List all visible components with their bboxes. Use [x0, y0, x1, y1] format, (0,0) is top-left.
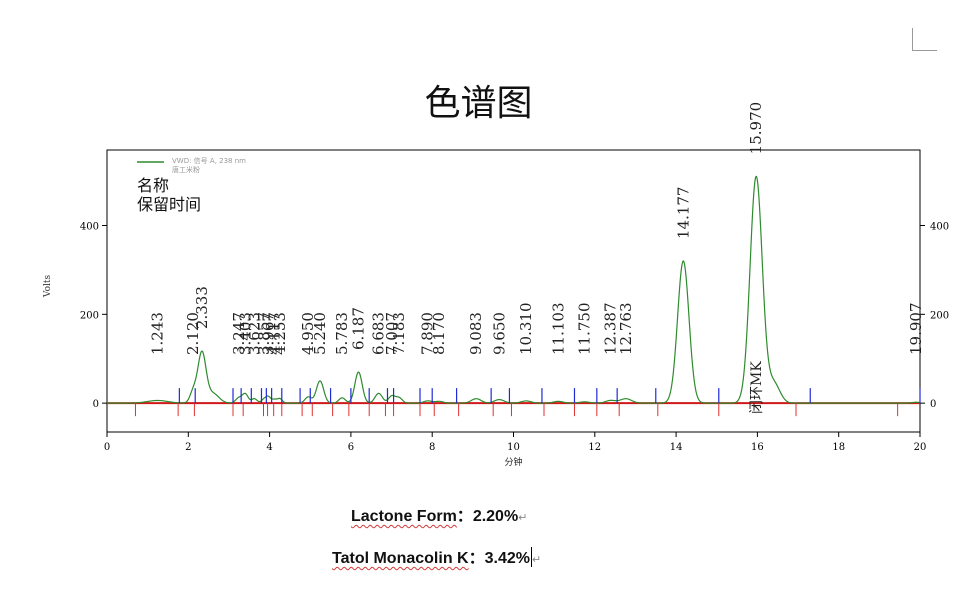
- text-cursor: [530, 547, 532, 567]
- page-corner-mark: [912, 28, 937, 51]
- peak-retention-label: 10.310: [517, 303, 535, 356]
- peak-retention-label: 5.783: [333, 312, 351, 355]
- peak-retention-label: 7.183: [390, 312, 408, 355]
- x-tick-label: 20: [914, 442, 927, 453]
- peak-retention-label: 2.333: [193, 286, 211, 329]
- x-tick-label: 16: [751, 442, 764, 453]
- y-tick-label-right: 200: [930, 310, 949, 321]
- x-tick-label: 10: [507, 442, 520, 453]
- x-tick-label: 12: [588, 442, 601, 453]
- total-monacolin-caption: Tatol Monacolin K：3.42% ↵: [332, 544, 541, 568]
- peak-retention-label: 3.967: [259, 312, 277, 355]
- annotation-header-name: 名称: [137, 176, 169, 195]
- total-monacolin-separator: ：: [468, 550, 485, 567]
- plot-frame: [106, 149, 921, 433]
- page-title: 色谱图: [424, 83, 533, 124]
- y-tick-label-left: 400: [80, 221, 99, 232]
- x-tick-label: 8: [429, 442, 435, 453]
- lactone-form-separator: ：: [456, 508, 473, 525]
- total-monacolin-value: 3.42%: [484, 550, 530, 567]
- lactone-form-caption: Lactone Form：2.20%↵: [351, 502, 527, 526]
- peak-retention-label: 3.857: [255, 312, 273, 355]
- paragraph-mark-icon: ↵: [531, 554, 542, 566]
- peak-retention-label: 4.950: [299, 312, 317, 355]
- peak-retention-label: 1.243: [149, 312, 167, 355]
- x-tick-label: 0: [104, 442, 110, 453]
- peak-retention-label: 5.240: [311, 312, 329, 355]
- x-axis-label: 分钟: [504, 456, 522, 468]
- legend-series-name: VWD: 信号 A, 238 nm: [172, 156, 246, 165]
- y-tick-label-left: 0: [93, 399, 99, 410]
- peak-retention-label: 9.650: [490, 312, 508, 355]
- peak-retention-label: 3.623: [245, 312, 263, 355]
- y-axis-label: Volts: [43, 275, 53, 299]
- peak-retention-label: 8.170: [430, 312, 448, 355]
- x-tick-label: 6: [348, 442, 354, 453]
- legend-sample-name: 唐工米粉: [172, 165, 200, 174]
- peak-retention-label: 4.117: [265, 312, 283, 355]
- y-tick-label-right: 0: [930, 399, 936, 410]
- y-tick-label-left: 200: [80, 310, 99, 321]
- chromatogram-trace: [107, 175, 921, 404]
- peak-retention-label: 12.387: [602, 303, 620, 356]
- annotation-header-retention-time: 保留时间: [137, 195, 201, 214]
- x-tick-label: 4: [266, 442, 272, 453]
- peak-retention-label: 7.890: [419, 312, 437, 355]
- peak-retention-label: 6.187: [350, 307, 368, 350]
- peak-retention-label: 15.970: [747, 102, 765, 155]
- peak-name-label: 闭环MK: [749, 361, 765, 414]
- peak-retention-label: 9.083: [467, 312, 485, 355]
- peak-retention-label: 14.177: [674, 187, 692, 240]
- x-tick-label: 2: [185, 442, 191, 453]
- x-tick-label: 14: [670, 442, 683, 453]
- peak-retention-label: 19.907: [907, 303, 925, 356]
- paragraph-mark-icon: ↵: [518, 512, 528, 524]
- y-tick-label-right: 400: [930, 221, 949, 232]
- x-tick-label: 18: [832, 442, 845, 453]
- peak-retention-label: 11.750: [576, 303, 594, 356]
- peak-retention-label: 12.763: [617, 303, 635, 356]
- peak-retention-label: 7.007: [383, 312, 401, 355]
- peak-retention-label: 3.247: [230, 312, 248, 355]
- peak-retention-label: 11.103: [549, 303, 567, 356]
- peak-retention-label: 4.253: [271, 312, 289, 355]
- peak-retention-label: 6.683: [370, 312, 388, 355]
- lactone-form-value: 2.20%: [472, 508, 519, 525]
- total-monacolin-label: Tatol Monacolin K: [332, 550, 469, 567]
- peak-retention-label: 2.120: [184, 312, 202, 355]
- peak-retention-label: 3.403: [236, 312, 254, 355]
- lactone-form-label: Lactone Form: [351, 508, 457, 525]
